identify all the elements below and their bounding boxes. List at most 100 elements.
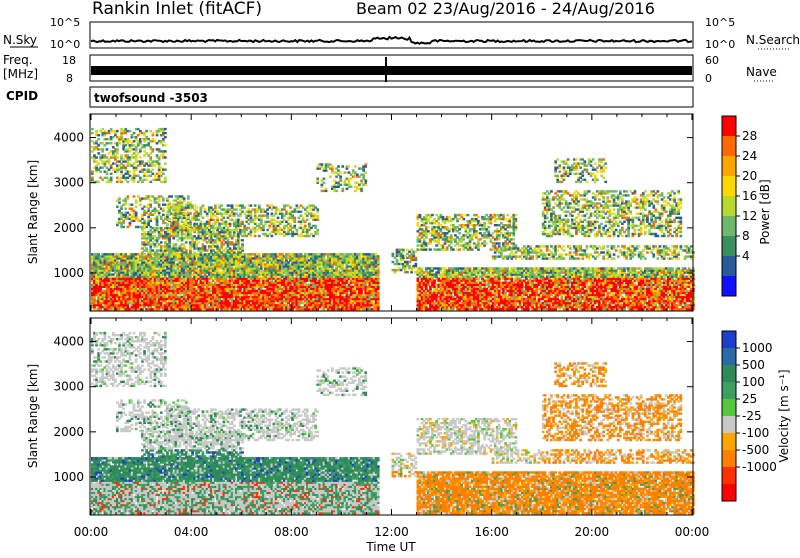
heatmap-cell [120,269,123,272]
heatmap-cell [176,289,180,293]
heatmap-cell [126,301,130,305]
heatmap-cell [126,273,130,276]
heatmap-cell [124,277,128,280]
heatmap-cell [260,216,263,219]
heatmap-cell [153,297,157,301]
heatmap-cell [95,285,98,288]
heatmap-cell [124,308,128,311]
heatmap-cell [280,253,284,256]
heatmap-cell [143,297,146,301]
heatmap-cell [97,269,100,272]
heatmap-cell [95,301,98,305]
heatmap-cell [111,146,115,149]
heatmap-cell [105,295,109,299]
heatmap-cell [166,283,169,286]
heatmap-cell [139,148,142,151]
heatmap-cell [143,281,146,284]
heatmap-cell [118,297,121,301]
heatmap-cell [95,269,98,272]
heatmap-cell [111,267,115,270]
heatmap-cell [255,210,259,213]
heatmap-cell [141,283,144,286]
heatmap-cell [266,228,269,232]
heatmap-cell [164,150,167,153]
heatmap-cell [166,255,169,258]
heatmap-cell [122,259,125,262]
heatmap-cell [159,277,163,280]
heatmap-cell [118,140,121,143]
heatmap-cell [91,172,94,175]
heatmap-cell [134,277,138,280]
heatmap-cell [118,277,121,280]
heatmap-cell [170,303,173,307]
heatmap-cell [103,273,107,276]
heatmap-cell [376,308,380,311]
heatmap-cell [122,263,125,266]
heatmap-cell [164,156,167,159]
heatmap-cell [139,305,142,309]
heatmap-cell [151,253,155,256]
heatmap-cell [174,275,178,278]
heatmap-cell [134,154,138,157]
heatmap-cell [101,267,105,270]
heatmap-cell [114,269,117,272]
heatmap-cell [176,299,180,303]
heatmap-cell [155,134,159,137]
heatmap-cell [166,197,169,200]
heatmap-cell [111,301,115,305]
heatmap-cell [109,291,113,295]
heatmap-cell [145,291,148,295]
heatmap-cell [151,269,155,272]
heatmap-cell [126,279,130,282]
heatmap-cell [97,293,100,297]
heatmap-cell [141,271,144,274]
heatmap-cell [143,140,146,143]
heatmap-cell [174,293,178,297]
heatmap-cell [147,287,150,291]
heatmap-cell [105,303,109,307]
heatmap-cell [91,285,94,288]
heatmap-cell [132,279,136,282]
heatmap-cell [216,216,219,219]
heatmap-cell [97,259,100,262]
heatmap-cell [109,285,113,288]
heatmap-cell [149,203,153,206]
heatmap-cell [99,305,102,309]
heatmap-cell [111,287,115,291]
heatmap-cell [91,267,94,270]
heatmap-cell [166,269,169,272]
heatmap-cell [120,295,123,299]
heatmap-cell [283,228,286,232]
heatmap-cell [130,281,134,284]
heatmap-cell [116,265,119,268]
heatmap-cell [141,257,144,260]
heatmap-cell [201,204,205,207]
heatmap-cell [111,257,115,260]
heatmap-cell [189,201,192,204]
heatmap-cell [172,253,176,256]
heatmap-cell [199,220,203,223]
heatmap-cell [170,261,173,264]
heatmap-cell [147,273,150,276]
heatmap-cell [99,263,102,266]
heatmap-cell [151,275,155,278]
heatmap-cell [134,287,138,291]
heatmap-cell [147,221,150,225]
heatmap-cell [162,207,165,210]
heatmap-cell [153,283,157,286]
heatmap-cell [136,253,140,256]
heatmap-cell [149,261,153,264]
heatmap-cell [155,295,159,299]
heatmap-cell [166,297,169,301]
heatmap-cell [174,303,178,307]
heatmap-cell [128,299,132,303]
heatmap-cell [118,279,121,282]
heatmap-cell [126,275,130,278]
heatmap-cell [143,295,146,299]
heatmap-cell [114,275,117,278]
heatmap-cell [130,255,134,258]
heatmap-cell [155,271,159,274]
heatmap-cell [172,281,176,284]
heatmap-cell [174,299,178,303]
heatmap-cell [134,148,138,151]
